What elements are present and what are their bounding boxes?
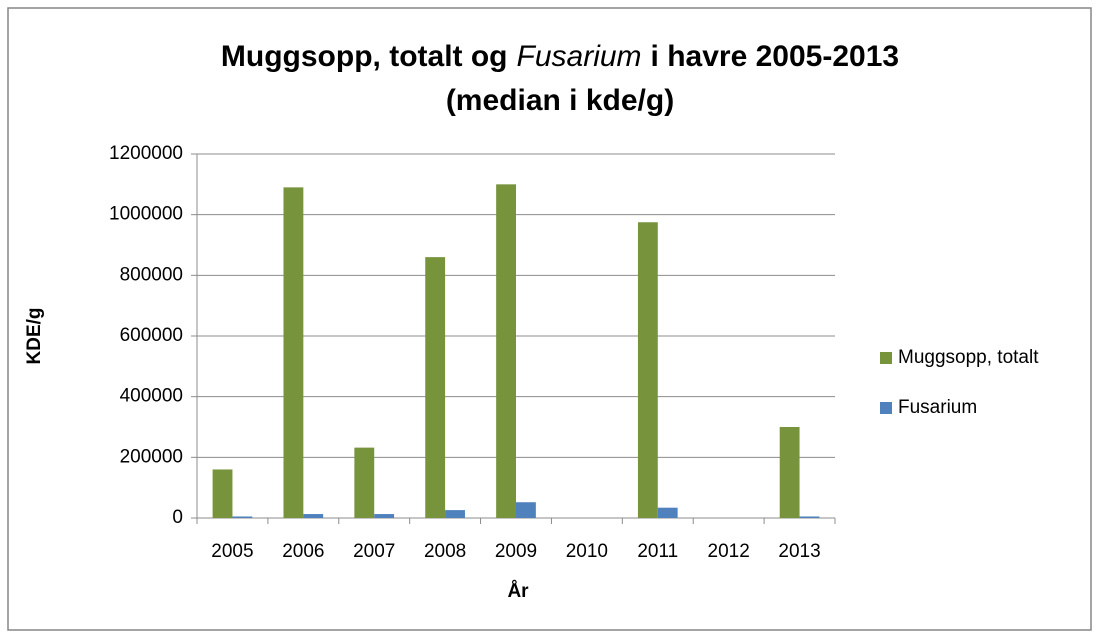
legend-swatch	[880, 352, 892, 364]
bar	[637, 222, 658, 518]
x-tick-label: 2010	[566, 541, 608, 562]
bar	[657, 507, 678, 518]
y-tick-label: 200000	[120, 446, 183, 467]
y-tick-label: 400000	[120, 386, 183, 407]
x-tick-label: 2008	[424, 541, 466, 562]
bar	[425, 257, 446, 518]
legend-label: Fusarium	[898, 397, 977, 418]
bar	[232, 516, 253, 518]
bar	[496, 184, 516, 519]
y-tick-label: 1200000	[109, 143, 183, 164]
chart-subtitle: (median i kde/g)	[446, 84, 674, 117]
y-tick-label: 1000000	[109, 204, 183, 225]
y-tick-label: 800000	[120, 264, 183, 285]
x-tick-label: 2009	[495, 541, 537, 562]
title-part: Muggsopp, totalt og	[221, 40, 508, 73]
legend-swatch	[880, 402, 892, 414]
bar	[779, 427, 800, 518]
x-tick-label: 2011	[637, 541, 678, 562]
x-tick-label: 2006	[282, 541, 324, 562]
y-axis-title: KDE/g	[24, 308, 45, 365]
legend-label: Muggsopp, totalt	[898, 347, 1039, 368]
bar	[283, 187, 304, 518]
x-tick-label: 2013	[778, 541, 820, 562]
bar	[445, 510, 465, 518]
bar	[212, 469, 233, 518]
x-axis-title: År	[507, 581, 529, 602]
bar	[799, 516, 820, 518]
x-tick-label: 2012	[708, 541, 750, 562]
y-tick-label: 0	[172, 507, 183, 528]
bar	[303, 514, 324, 518]
chart-title: Muggsopp, totalt og Fusarium i havre 2005-…	[221, 40, 899, 73]
title-part: i havre 2005-2013	[651, 40, 900, 73]
x-tick-label: 2005	[211, 541, 253, 562]
chart-frame	[7, 7, 1092, 631]
y-tick-label: 600000	[120, 325, 183, 346]
title-part: Fusarium	[517, 40, 642, 73]
x-tick-label: 2007	[353, 541, 395, 562]
bar	[516, 502, 536, 518]
bar	[374, 514, 395, 518]
bar	[354, 447, 375, 518]
